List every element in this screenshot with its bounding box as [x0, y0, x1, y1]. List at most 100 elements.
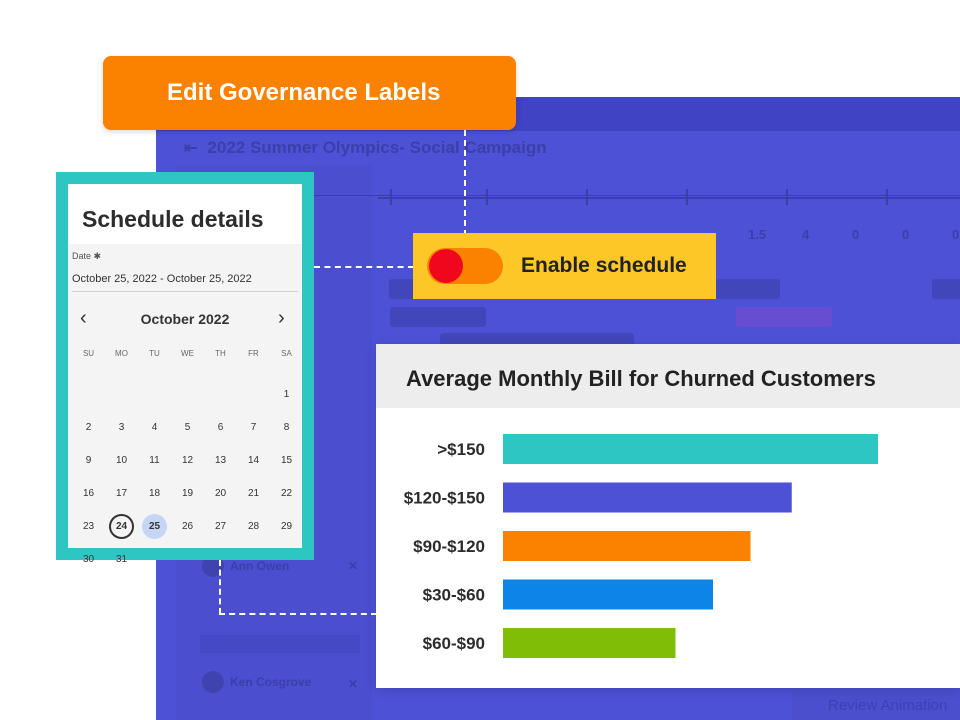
- timeline-chip[interactable]: [390, 307, 486, 327]
- app-header: ⇤ 2022 Summer Olympics- Social Campaign: [184, 133, 547, 163]
- calendar-empty-cell: [204, 543, 237, 576]
- timeline-tick: [586, 189, 588, 205]
- schedule-title: Schedule details: [82, 206, 264, 232]
- calendar-empty-cell: [171, 378, 204, 411]
- edit-governance-labels-button[interactable]: Edit Governance Labels: [103, 56, 516, 130]
- calendar-day[interactable]: 15: [270, 444, 303, 477]
- bar: [503, 579, 713, 610]
- calendar-empty-cell: [171, 543, 204, 576]
- toggle-knob[interactable]: [429, 249, 463, 283]
- calendar-day[interactable]: 20: [204, 477, 237, 510]
- calendar-day[interactable]: 18: [138, 477, 171, 510]
- enable-schedule-callout: Enable schedule: [413, 233, 716, 299]
- calendar-day[interactable]: 28: [237, 510, 270, 543]
- calendar-day[interactable]: 11: [138, 444, 171, 477]
- timeline-chip[interactable]: [932, 279, 960, 299]
- calendar-day[interactable]: 27: [204, 510, 237, 543]
- timeline-number: 1.5: [748, 227, 767, 242]
- connector-line: [464, 130, 466, 236]
- calendar-day[interactable]: 17: [105, 477, 138, 510]
- assignee-name: Ann Owen: [230, 559, 290, 573]
- weekday-header: MO: [115, 349, 128, 358]
- calendar-day[interactable]: 7: [237, 411, 270, 444]
- calendar-day[interactable]: 25: [138, 510, 171, 543]
- calendar-day[interactable]: 6: [204, 411, 237, 444]
- enable-schedule-toggle[interactable]: [427, 248, 503, 284]
- chevron-right-icon[interactable]: ›: [278, 307, 285, 329]
- review-animation-button[interactable]: Review Animation: [792, 689, 960, 720]
- calendar-day-number: 19: [181, 488, 194, 499]
- calendar-day-number: 6: [217, 422, 224, 433]
- calendar-day[interactable]: 19: [171, 477, 204, 510]
- calendar-day[interactable]: 12: [171, 444, 204, 477]
- calendar-day-number: 10: [115, 455, 128, 466]
- timeline-tick: [390, 189, 392, 205]
- calendar-day-number: 1: [283, 389, 290, 400]
- timeline-chip[interactable]: [736, 307, 832, 327]
- remove-icon[interactable]: ✕: [348, 677, 359, 691]
- calendar-day-number: 13: [214, 455, 227, 466]
- chevron-left-icon[interactable]: ‹: [80, 307, 87, 329]
- calendar-day[interactable]: 26: [171, 510, 204, 543]
- calendar-day[interactable]: 4: [138, 411, 171, 444]
- calendar-empty-cell: [237, 378, 270, 411]
- calendar-day[interactable]: 9: [72, 444, 105, 477]
- calendar-day[interactable]: 29: [270, 510, 303, 543]
- app-project-title: 2022 Summer Olympics- Social Campaign: [207, 138, 547, 157]
- calendar-day[interactable]: 24: [105, 510, 138, 543]
- calendar-day-number: [208, 382, 233, 407]
- calendar-day-number: 26: [181, 521, 194, 532]
- calendar-day[interactable]: 31: [105, 543, 138, 576]
- calendar-empty-cell: [105, 378, 138, 411]
- calendar-day[interactable]: 23: [72, 510, 105, 543]
- calendar-day[interactable]: 13: [204, 444, 237, 477]
- bar: [503, 482, 792, 513]
- calendar-day[interactable]: 16: [72, 477, 105, 510]
- bar-label: >$150: [437, 440, 485, 459]
- bar: [503, 434, 878, 464]
- calendar-day-number: [109, 382, 134, 407]
- timeline-tick: [786, 189, 788, 205]
- calendar-day[interactable]: 1: [270, 378, 303, 411]
- assignee-ken-cosgrove[interactable]: Ken Cosgrove: [202, 671, 311, 693]
- churn-chart-card: Average Monthly Bill for Churned Custome…: [376, 344, 960, 688]
- calendar-day-number: 25: [142, 514, 167, 539]
- calendar-day[interactable]: 10: [105, 444, 138, 477]
- calendar-day[interactable]: 30: [72, 543, 105, 576]
- enable-schedule-label: Enable schedule: [521, 254, 687, 277]
- remove-icon[interactable]: ✕: [348, 559, 359, 573]
- date-range-field[interactable]: October 25, 2022 - October 25, 2022: [72, 273, 252, 285]
- calendar-day-number: 30: [82, 554, 95, 565]
- calendar-day-number: 18: [148, 488, 161, 499]
- calendar-empty-cell: [204, 378, 237, 411]
- divider: [156, 195, 960, 196]
- calendar-day[interactable]: 8: [270, 411, 303, 444]
- calendar-day-number: 23: [82, 521, 95, 532]
- timeline-chip[interactable]: [716, 279, 780, 299]
- calendar-day-number: [142, 382, 167, 407]
- bar-chart: >$150 $120-$150 $90-$120 $30-$60 $60-$90: [404, 434, 878, 658]
- calendar-day[interactable]: 3: [105, 411, 138, 444]
- calendar-day[interactable]: 5: [171, 411, 204, 444]
- calendar-day[interactable]: 14: [237, 444, 270, 477]
- weekday-header: WE: [181, 349, 194, 358]
- chart-title: Average Monthly Bill for Churned Custome…: [406, 366, 876, 391]
- calendar-day-number: 31: [115, 554, 128, 565]
- calendar-day[interactable]: 2: [72, 411, 105, 444]
- back-arrow-icon[interactable]: ⇤: [184, 140, 198, 157]
- calendar-day[interactable]: 21: [237, 477, 270, 510]
- app-dropdown[interactable]: [200, 635, 360, 653]
- calendar-day-number: [241, 547, 266, 572]
- calendar-day-number: 9: [85, 455, 92, 466]
- calendar-day-number: 3: [118, 422, 125, 433]
- field-underline: [72, 291, 298, 292]
- calendar-day[interactable]: 22: [270, 477, 303, 510]
- schedule-details-card: Schedule details Date ✱ October 25, 2022…: [56, 172, 314, 565]
- avatar: [202, 555, 224, 577]
- calendar-empty-cell: [138, 378, 171, 411]
- bar-label: $120-$150: [404, 489, 485, 508]
- app-timeline-axis: [378, 197, 960, 199]
- assignee-ann-owen[interactable]: Ann Owen: [202, 555, 289, 577]
- date-field-label: Date ✱: [72, 251, 102, 261]
- timeline-tick: [686, 189, 688, 205]
